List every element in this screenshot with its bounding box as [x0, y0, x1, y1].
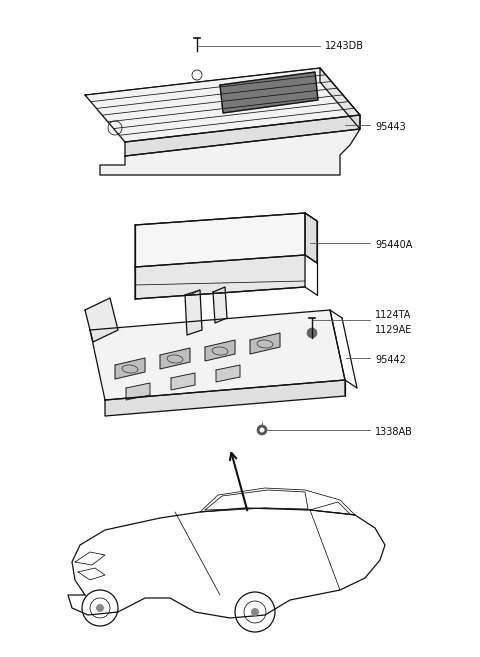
- Text: 95440A: 95440A: [375, 240, 412, 250]
- Text: 1243DB: 1243DB: [325, 41, 364, 51]
- Polygon shape: [205, 490, 308, 510]
- Polygon shape: [250, 333, 280, 354]
- Polygon shape: [126, 383, 150, 400]
- Polygon shape: [213, 287, 227, 323]
- Polygon shape: [205, 340, 235, 361]
- Polygon shape: [305, 213, 317, 263]
- Polygon shape: [135, 213, 305, 267]
- Polygon shape: [185, 290, 202, 335]
- Text: 1129AE: 1129AE: [375, 325, 412, 335]
- Polygon shape: [115, 358, 145, 379]
- Polygon shape: [90, 310, 345, 400]
- Polygon shape: [220, 72, 318, 113]
- Circle shape: [260, 428, 264, 432]
- Polygon shape: [135, 255, 305, 299]
- Text: 95443: 95443: [375, 122, 406, 132]
- Circle shape: [244, 512, 252, 520]
- Circle shape: [251, 608, 259, 616]
- Polygon shape: [85, 298, 118, 342]
- Polygon shape: [105, 380, 345, 416]
- Circle shape: [96, 604, 104, 612]
- Polygon shape: [160, 348, 190, 369]
- Circle shape: [257, 425, 267, 435]
- Text: 1124TA: 1124TA: [375, 310, 411, 320]
- Text: 95442: 95442: [375, 355, 406, 365]
- Polygon shape: [216, 365, 240, 382]
- Circle shape: [307, 328, 317, 338]
- Polygon shape: [320, 68, 360, 129]
- Text: 1338AB: 1338AB: [375, 427, 413, 437]
- Polygon shape: [125, 115, 360, 156]
- Polygon shape: [85, 68, 360, 142]
- Polygon shape: [171, 373, 195, 390]
- Polygon shape: [100, 129, 360, 175]
